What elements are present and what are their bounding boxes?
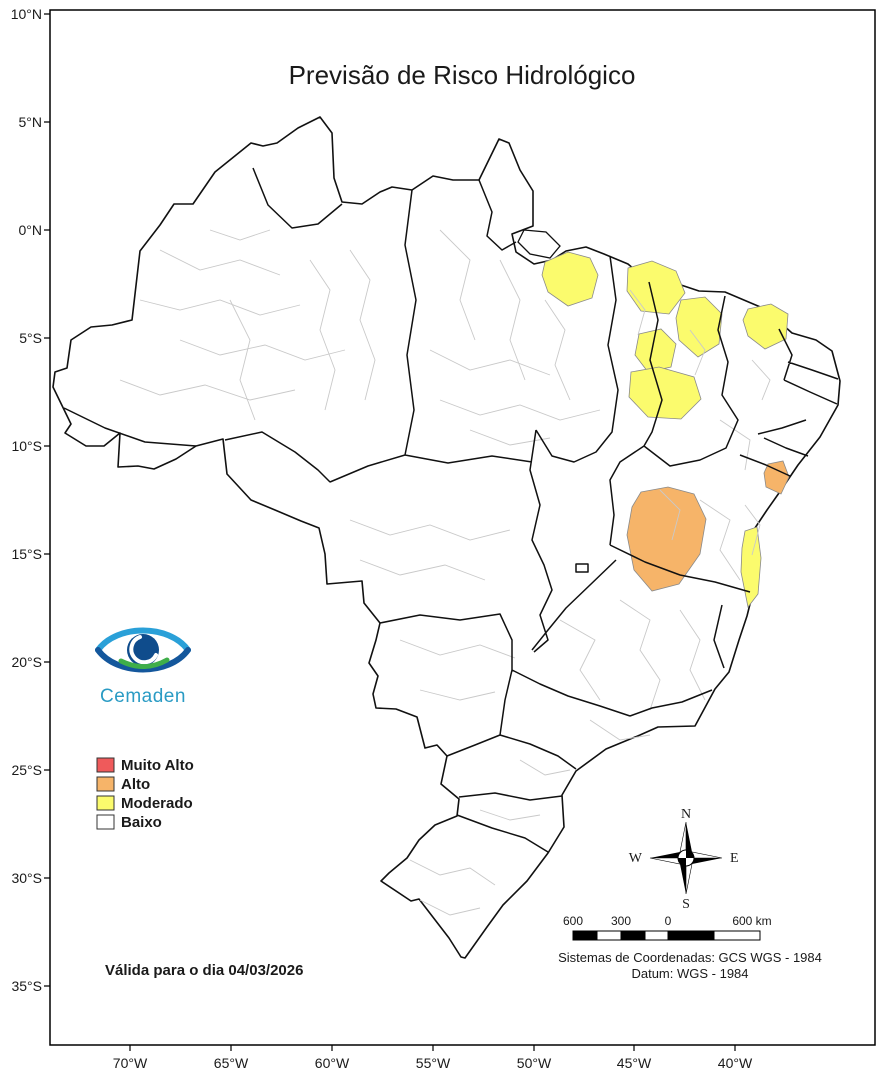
page-title: Previsão de Risco Hidrológico <box>289 60 636 90</box>
scale-segment <box>596 930 622 941</box>
risk-region-moderado <box>742 303 789 350</box>
legend-label-alto: Alto <box>121 776 150 793</box>
scale-segment <box>644 930 669 941</box>
compass-south-label: S <box>682 897 690 912</box>
lat-label: 5°N <box>19 114 43 130</box>
legend-label-moderado: Moderado <box>121 795 193 812</box>
lat-label: 25°S <box>11 762 42 778</box>
marajo-island <box>517 229 561 259</box>
risk-region-moderado <box>675 296 723 358</box>
state-boundaries <box>63 167 839 853</box>
logo-eye-lower-arc <box>95 647 191 673</box>
logo-green-arc <box>118 657 170 669</box>
risk-region-moderado <box>541 251 599 307</box>
legend-swatch-moderado <box>96 795 115 811</box>
scale-segment <box>572 930 598 941</box>
compass-hub-quadrant-ne <box>686 850 694 858</box>
compass-arm-south <box>680 858 686 894</box>
legend-swatch-baixo <box>96 814 115 830</box>
scale-segment <box>620 930 646 941</box>
lat-label: 5°S <box>19 330 42 346</box>
cemaden-logo <box>95 627 191 673</box>
logo-eye-upper-arc <box>95 627 191 653</box>
lat-label: 10°N <box>11 6 42 22</box>
compass-east-label: E <box>730 851 739 866</box>
risk-region-moderado <box>626 260 686 315</box>
legend-label-muito-alto: Muito Alto <box>121 757 194 774</box>
longitude-ticks <box>129 1045 736 1051</box>
validity-note: Válida para o dia 04/03/2026 <box>105 962 303 979</box>
lat-label: 20°S <box>11 654 42 670</box>
brazil-outline <box>52 116 841 959</box>
compass-hub-quadrant-sw <box>678 858 686 866</box>
compass-arm-east <box>686 858 722 864</box>
compass-arm-west <box>650 852 686 858</box>
lat-label: 35°S <box>11 978 42 994</box>
compass-north-label: N <box>681 807 691 822</box>
lat-label: 10°S <box>11 438 42 454</box>
scale-segment <box>713 930 761 941</box>
risk-region-moderado <box>628 366 702 420</box>
moderado-regions <box>541 251 789 608</box>
lon-label: 65°W <box>214 1055 249 1071</box>
lon-label: 60°W <box>315 1055 350 1071</box>
legend-label-baixo: Baixo <box>121 814 162 831</box>
scale-label-600-right: 600 km <box>732 914 771 928</box>
logo-pupil-swirl <box>129 635 158 665</box>
risk-legend: Muito Alto Alto Moderado Baixo <box>96 757 194 831</box>
lat-label: 0°N <box>19 222 43 238</box>
legend-swatch-alto <box>96 776 115 792</box>
compass-arm-north <box>686 822 692 858</box>
scale-label-300: 300 <box>611 914 631 928</box>
lon-label: 45°W <box>617 1055 652 1071</box>
lat-label: 30°S <box>11 870 42 886</box>
datum-text: Datum: WGS - 1984 <box>631 966 748 981</box>
lon-label: 50°W <box>517 1055 552 1071</box>
scale-bar: 600 300 0 600 km <box>563 914 772 941</box>
legend-swatch-muito-alto <box>96 757 115 773</box>
alto-regions <box>626 460 790 592</box>
lon-label: 40°W <box>718 1055 753 1071</box>
compass-rose: N S E W <box>629 807 739 912</box>
municipal-boundaries <box>119 229 771 916</box>
risk-region-alto <box>763 460 790 495</box>
scale-segment <box>667 930 715 941</box>
risk-region-moderado <box>634 328 677 373</box>
risk-region-alto <box>626 486 707 592</box>
lat-label: 15°S <box>11 546 42 562</box>
lon-label: 55°W <box>416 1055 451 1071</box>
lon-label: 70°W <box>113 1055 148 1071</box>
coordinate-system-text: Sistemas de Coordenadas: GCS WGS - 1984 <box>558 950 822 965</box>
scale-label-0: 0 <box>665 914 672 928</box>
compass-west-label: W <box>629 851 643 866</box>
scale-label-600-left: 600 <box>563 914 583 928</box>
cemaden-wordmark: Cemaden <box>100 686 186 707</box>
latitude-ticks <box>44 13 50 987</box>
